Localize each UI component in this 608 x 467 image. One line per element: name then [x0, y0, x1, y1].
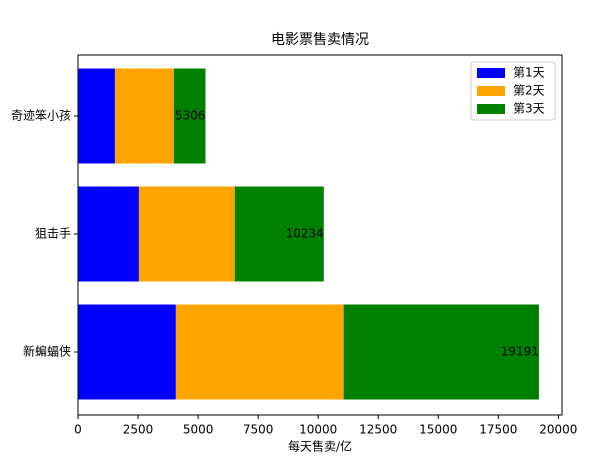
- total-label: 19191: [501, 345, 539, 359]
- bar: [173, 68, 206, 164]
- bar: [138, 186, 235, 282]
- legend-swatch: [477, 68, 505, 78]
- plot-frame: [77, 54, 563, 416]
- x-tick-label: 15000: [419, 423, 457, 437]
- legend-swatch: [477, 86, 505, 96]
- bar: [78, 304, 176, 400]
- y-tick-label: 狙击手: [35, 227, 71, 241]
- total-label: 5306: [175, 109, 206, 123]
- x-axis-label: 每天售卖/亿: [288, 439, 352, 454]
- bar: [234, 186, 324, 282]
- bar: [78, 68, 115, 164]
- bar: [78, 186, 139, 282]
- x-tick-label: 0: [74, 423, 82, 437]
- y-tick-label: 新蝙蝠侠: [23, 344, 71, 359]
- x-tick-label: 5000: [183, 423, 214, 437]
- legend-swatch: [477, 104, 505, 114]
- x-tick-label: 2500: [123, 423, 154, 437]
- x-tick-label: 12500: [359, 423, 397, 437]
- bar: [343, 304, 539, 400]
- legend-label: 第1天: [513, 66, 545, 80]
- legend-label: 第2天: [513, 84, 545, 98]
- legend-label: 第3天: [513, 102, 545, 116]
- bar: [114, 68, 174, 164]
- x-tick-label: 17500: [479, 423, 517, 437]
- bar: [175, 304, 344, 400]
- y-tick-label: 奇迹笨小孩: [11, 108, 71, 123]
- x-tick-label: 7500: [243, 423, 274, 437]
- x-tick-label: 10000: [299, 423, 337, 437]
- total-label: 10234: [286, 227, 324, 241]
- x-tick-label: 20000: [539, 423, 577, 437]
- chart-title: 电影票售卖情况: [271, 32, 369, 48]
